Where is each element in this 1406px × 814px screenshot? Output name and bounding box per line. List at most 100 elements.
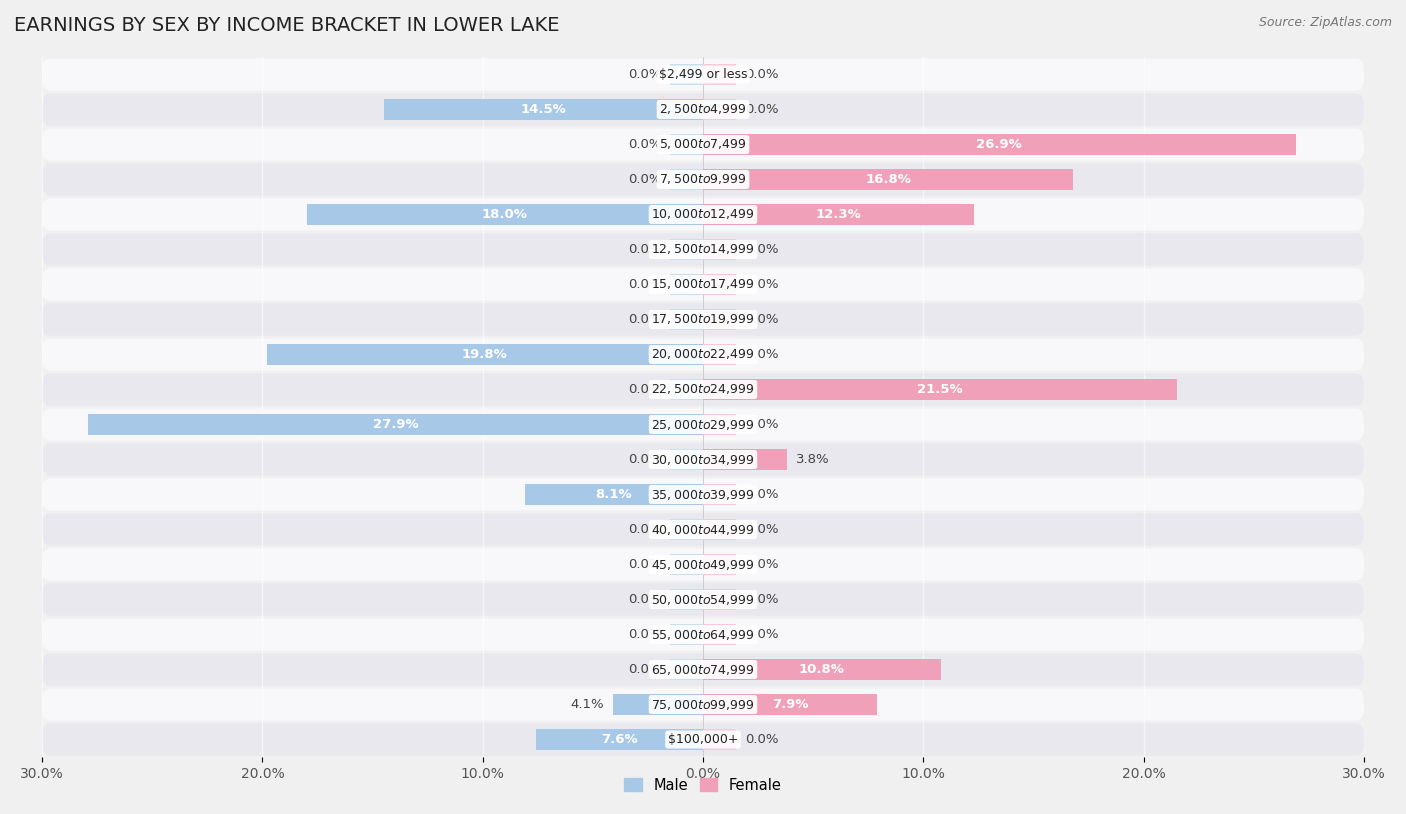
Bar	[703, 519, 737, 540]
FancyBboxPatch shape	[42, 514, 1364, 545]
FancyBboxPatch shape	[42, 409, 1364, 440]
Text: $17,500 to $19,999: $17,500 to $19,999	[651, 313, 755, 326]
Text: 10.8%: 10.8%	[799, 663, 845, 676]
FancyBboxPatch shape	[42, 269, 1364, 300]
FancyBboxPatch shape	[42, 689, 1364, 720]
Legend: Male, Female: Male, Female	[619, 772, 787, 799]
Bar	[703, 414, 737, 435]
Bar	[703, 449, 787, 470]
Bar	[703, 729, 737, 751]
Text: 0.0%: 0.0%	[745, 313, 779, 326]
Text: 0.0%: 0.0%	[745, 243, 779, 256]
Text: 19.8%: 19.8%	[463, 348, 508, 361]
Text: $20,000 to $22,499: $20,000 to $22,499	[651, 348, 755, 361]
Text: $75,000 to $99,999: $75,000 to $99,999	[651, 698, 755, 711]
Text: $2,500 to $4,999: $2,500 to $4,999	[659, 103, 747, 116]
FancyBboxPatch shape	[42, 59, 1364, 90]
Text: $25,000 to $29,999: $25,000 to $29,999	[651, 418, 755, 431]
Text: $30,000 to $34,999: $30,000 to $34,999	[651, 453, 755, 466]
Text: 0.0%: 0.0%	[745, 103, 779, 116]
Text: $65,000 to $74,999: $65,000 to $74,999	[651, 663, 755, 676]
Text: 27.9%: 27.9%	[373, 418, 419, 431]
FancyBboxPatch shape	[42, 654, 1364, 685]
Bar	[267, 344, 703, 365]
FancyBboxPatch shape	[42, 199, 1364, 230]
Bar	[669, 589, 703, 610]
Text: 0.0%: 0.0%	[745, 558, 779, 571]
Bar	[703, 168, 1073, 190]
Text: 4.1%: 4.1%	[571, 698, 605, 711]
Bar	[669, 659, 703, 681]
Text: 0.0%: 0.0%	[627, 173, 661, 186]
Text: 21.5%: 21.5%	[917, 383, 963, 396]
Text: 0.0%: 0.0%	[627, 663, 661, 676]
Text: 0.0%: 0.0%	[627, 558, 661, 571]
Text: 18.0%: 18.0%	[482, 208, 527, 221]
Bar	[703, 484, 737, 505]
Bar	[669, 519, 703, 540]
Bar	[703, 63, 737, 85]
FancyBboxPatch shape	[42, 374, 1364, 405]
Text: 7.9%: 7.9%	[772, 698, 808, 711]
Bar	[703, 239, 737, 260]
Bar	[384, 98, 703, 120]
Text: 0.0%: 0.0%	[745, 593, 779, 606]
Text: 0.0%: 0.0%	[627, 243, 661, 256]
Bar	[703, 98, 737, 120]
FancyBboxPatch shape	[42, 339, 1364, 370]
Text: 16.8%: 16.8%	[865, 173, 911, 186]
Text: $35,000 to $39,999: $35,000 to $39,999	[651, 488, 755, 501]
Bar	[703, 309, 737, 330]
FancyBboxPatch shape	[42, 584, 1364, 615]
Text: 0.0%: 0.0%	[627, 628, 661, 641]
Text: 0.0%: 0.0%	[627, 68, 661, 81]
Bar	[669, 133, 703, 155]
FancyBboxPatch shape	[42, 444, 1364, 475]
Text: 0.0%: 0.0%	[745, 523, 779, 536]
Text: 3.8%: 3.8%	[796, 453, 830, 466]
Bar	[669, 309, 703, 330]
FancyBboxPatch shape	[42, 549, 1364, 580]
Bar	[703, 694, 877, 716]
Bar	[669, 554, 703, 575]
Bar	[669, 379, 703, 400]
Text: 0.0%: 0.0%	[627, 138, 661, 151]
FancyBboxPatch shape	[42, 304, 1364, 335]
FancyBboxPatch shape	[42, 479, 1364, 510]
Bar	[703, 379, 1177, 400]
Text: 8.1%: 8.1%	[596, 488, 633, 501]
Bar	[89, 414, 703, 435]
Bar	[703, 204, 974, 225]
Bar	[703, 274, 737, 295]
Text: EARNINGS BY SEX BY INCOME BRACKET IN LOWER LAKE: EARNINGS BY SEX BY INCOME BRACKET IN LOW…	[14, 16, 560, 35]
Bar	[669, 449, 703, 470]
Text: 0.0%: 0.0%	[745, 418, 779, 431]
Text: 0.0%: 0.0%	[745, 278, 779, 291]
Text: 0.0%: 0.0%	[745, 348, 779, 361]
FancyBboxPatch shape	[42, 164, 1364, 195]
Bar	[669, 239, 703, 260]
Text: 0.0%: 0.0%	[627, 523, 661, 536]
Text: 12.3%: 12.3%	[815, 208, 862, 221]
Text: 14.5%: 14.5%	[520, 103, 567, 116]
Bar	[536, 729, 703, 751]
Bar	[703, 624, 737, 646]
FancyBboxPatch shape	[42, 234, 1364, 265]
Text: 0.0%: 0.0%	[627, 383, 661, 396]
Text: $2,499 or less: $2,499 or less	[659, 68, 747, 81]
Bar	[703, 344, 737, 365]
Bar	[669, 168, 703, 190]
Text: 0.0%: 0.0%	[627, 453, 661, 466]
Text: 26.9%: 26.9%	[976, 138, 1022, 151]
Text: Source: ZipAtlas.com: Source: ZipAtlas.com	[1258, 16, 1392, 29]
Text: 7.6%: 7.6%	[600, 733, 637, 746]
Text: $15,000 to $17,499: $15,000 to $17,499	[651, 278, 755, 291]
Bar	[703, 554, 737, 575]
Bar	[307, 204, 703, 225]
Text: 0.0%: 0.0%	[627, 593, 661, 606]
FancyBboxPatch shape	[42, 129, 1364, 160]
Bar	[703, 133, 1295, 155]
Bar	[669, 624, 703, 646]
Text: $22,500 to $24,999: $22,500 to $24,999	[651, 383, 755, 396]
Bar	[669, 274, 703, 295]
